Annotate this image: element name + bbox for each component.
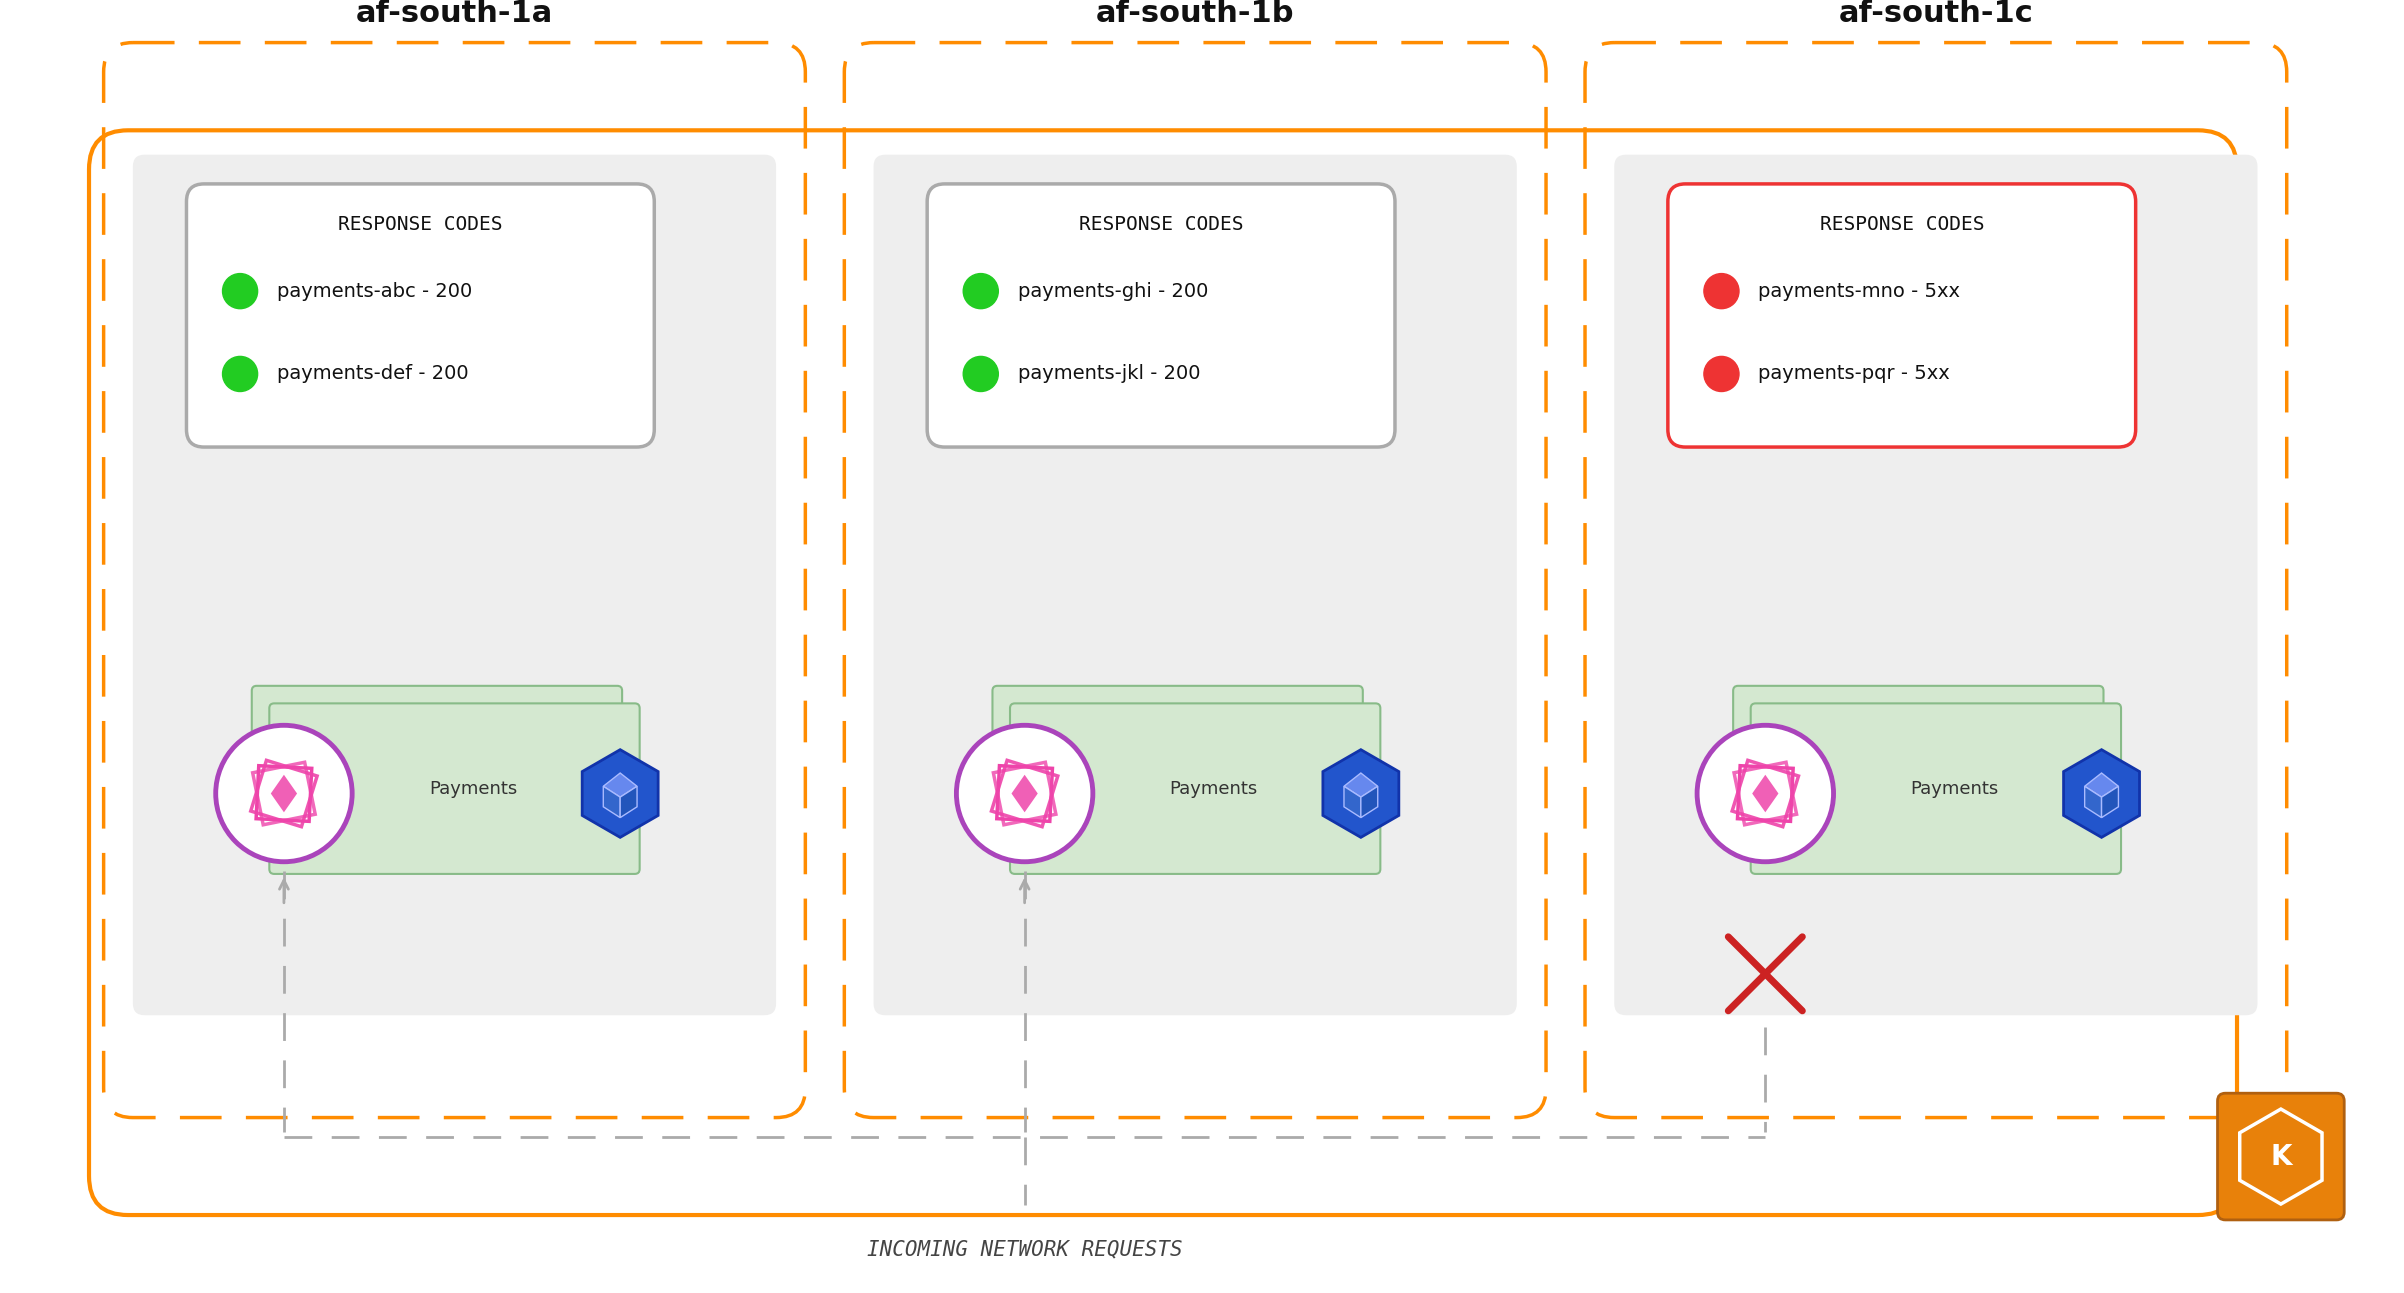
Text: af-south-1c: af-south-1c: [1839, 0, 2034, 28]
FancyBboxPatch shape: [89, 131, 2238, 1215]
FancyBboxPatch shape: [928, 184, 1394, 447]
Circle shape: [1704, 357, 1738, 392]
Circle shape: [964, 274, 998, 309]
Polygon shape: [2084, 786, 2101, 817]
FancyBboxPatch shape: [269, 703, 639, 874]
FancyBboxPatch shape: [2216, 1093, 2344, 1219]
Polygon shape: [582, 750, 659, 838]
FancyBboxPatch shape: [1733, 685, 2104, 856]
Text: RESPONSE CODES: RESPONSE CODES: [1820, 216, 1983, 234]
Polygon shape: [1012, 775, 1039, 812]
Polygon shape: [1322, 750, 1399, 838]
Text: RESPONSE CODES: RESPONSE CODES: [339, 216, 502, 234]
Polygon shape: [1753, 775, 1779, 812]
Text: Payments: Payments: [428, 780, 517, 798]
Polygon shape: [603, 773, 637, 798]
Text: K: K: [2269, 1143, 2291, 1170]
FancyBboxPatch shape: [1668, 184, 2135, 447]
Text: af-south-1a: af-south-1a: [356, 0, 553, 28]
Polygon shape: [603, 786, 620, 817]
Polygon shape: [2101, 786, 2118, 817]
Circle shape: [1704, 274, 1738, 309]
Polygon shape: [1361, 786, 1377, 817]
Circle shape: [964, 357, 998, 392]
FancyBboxPatch shape: [1613, 155, 2257, 1015]
Text: payments-mno - 5xx: payments-mno - 5xx: [1757, 282, 1962, 300]
Polygon shape: [1344, 773, 1377, 798]
Text: payments-jkl - 200: payments-jkl - 200: [1017, 365, 1200, 384]
Text: af-south-1b: af-south-1b: [1096, 0, 1293, 28]
Text: Payments: Payments: [1911, 780, 1998, 798]
FancyBboxPatch shape: [1750, 703, 2120, 874]
Text: payments-pqr - 5xx: payments-pqr - 5xx: [1757, 365, 1950, 384]
Polygon shape: [1344, 786, 1361, 817]
Polygon shape: [2063, 750, 2140, 838]
FancyBboxPatch shape: [252, 685, 623, 856]
Circle shape: [957, 725, 1094, 861]
Text: payments-def - 200: payments-def - 200: [276, 365, 469, 384]
Text: INCOMING NETWORK REQUESTS: INCOMING NETWORK REQUESTS: [868, 1240, 1183, 1259]
Text: RESPONSE CODES: RESPONSE CODES: [1079, 216, 1243, 234]
FancyBboxPatch shape: [132, 155, 776, 1015]
Text: payments-abc - 200: payments-abc - 200: [276, 282, 471, 300]
Polygon shape: [272, 775, 298, 812]
Circle shape: [224, 357, 257, 392]
FancyBboxPatch shape: [1010, 703, 1380, 874]
Polygon shape: [2084, 773, 2118, 798]
Text: Payments: Payments: [1171, 780, 1257, 798]
Circle shape: [216, 725, 351, 861]
Text: payments-ghi - 200: payments-ghi - 200: [1017, 282, 1209, 300]
Circle shape: [1697, 725, 1834, 861]
Circle shape: [224, 274, 257, 309]
FancyBboxPatch shape: [188, 184, 654, 447]
FancyBboxPatch shape: [873, 155, 1517, 1015]
FancyBboxPatch shape: [993, 685, 1363, 856]
Polygon shape: [620, 786, 637, 817]
